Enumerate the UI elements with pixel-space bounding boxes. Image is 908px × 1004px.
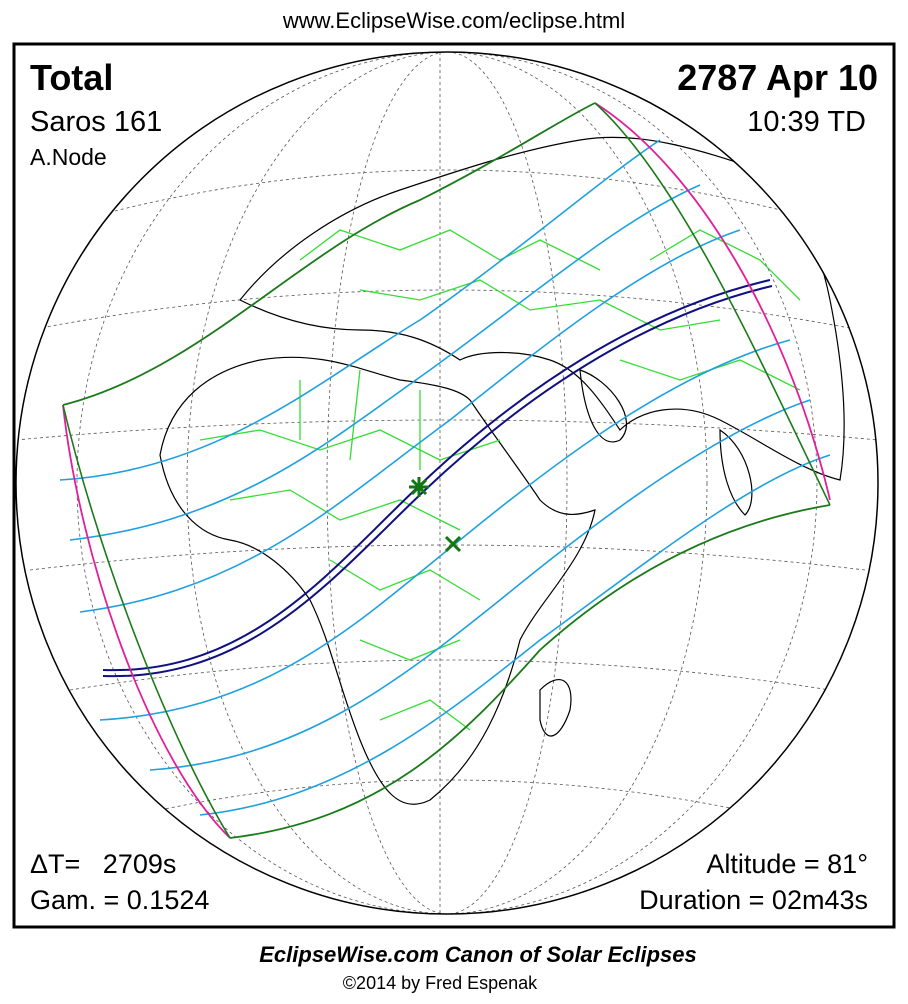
eclipse-path [59, 102, 831, 839]
coastlines [159, 136, 845, 805]
eclipse-date: 2787 Apr 10 [677, 57, 878, 98]
delta-t: ΔT= 2709s [30, 849, 176, 879]
globe-outline [15, 51, 879, 915]
gamma: Gam. = 0.1524 [30, 885, 209, 915]
saros: Saros 161 [30, 106, 162, 138]
copyright: ©2014 by Fred Espenak [343, 973, 538, 993]
node: A.Node [30, 144, 107, 170]
globe [16, 52, 878, 914]
duration: Duration = 02m43s [639, 885, 868, 915]
header-url: www.EclipseWise.com/eclipse.html [282, 8, 625, 33]
partial-lines [59, 139, 831, 816]
greatest-eclipse-marker [409, 477, 429, 497]
eclipse-type: Total [30, 57, 113, 98]
borders [199, 229, 801, 731]
graticule [16, 52, 878, 914]
footer-title: EclipseWise.com Canon of Solar Eclipses [259, 942, 697, 967]
time: 10:39 TD [747, 106, 866, 138]
greatest-duration-marker [444, 535, 462, 553]
altitude: Altitude = 81° [706, 849, 868, 879]
frame [12, 42, 896, 929]
